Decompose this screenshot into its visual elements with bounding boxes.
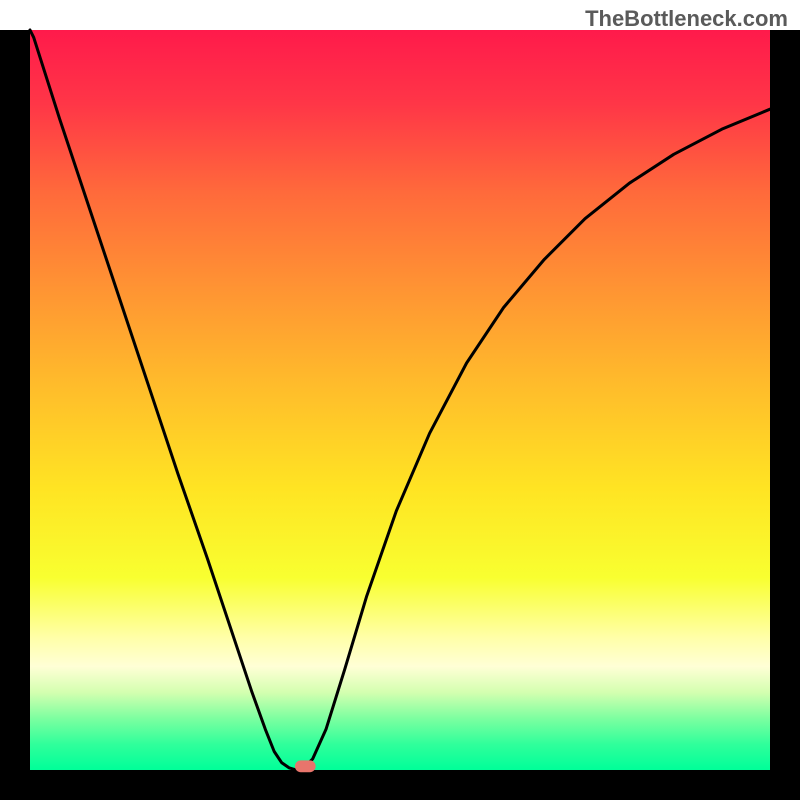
chart-svg bbox=[0, 0, 800, 800]
chart-container: TheBottleneck.com bbox=[0, 0, 800, 800]
watermark-text: TheBottleneck.com bbox=[585, 6, 788, 32]
optimum-marker bbox=[295, 760, 316, 772]
plot-background bbox=[30, 30, 770, 770]
